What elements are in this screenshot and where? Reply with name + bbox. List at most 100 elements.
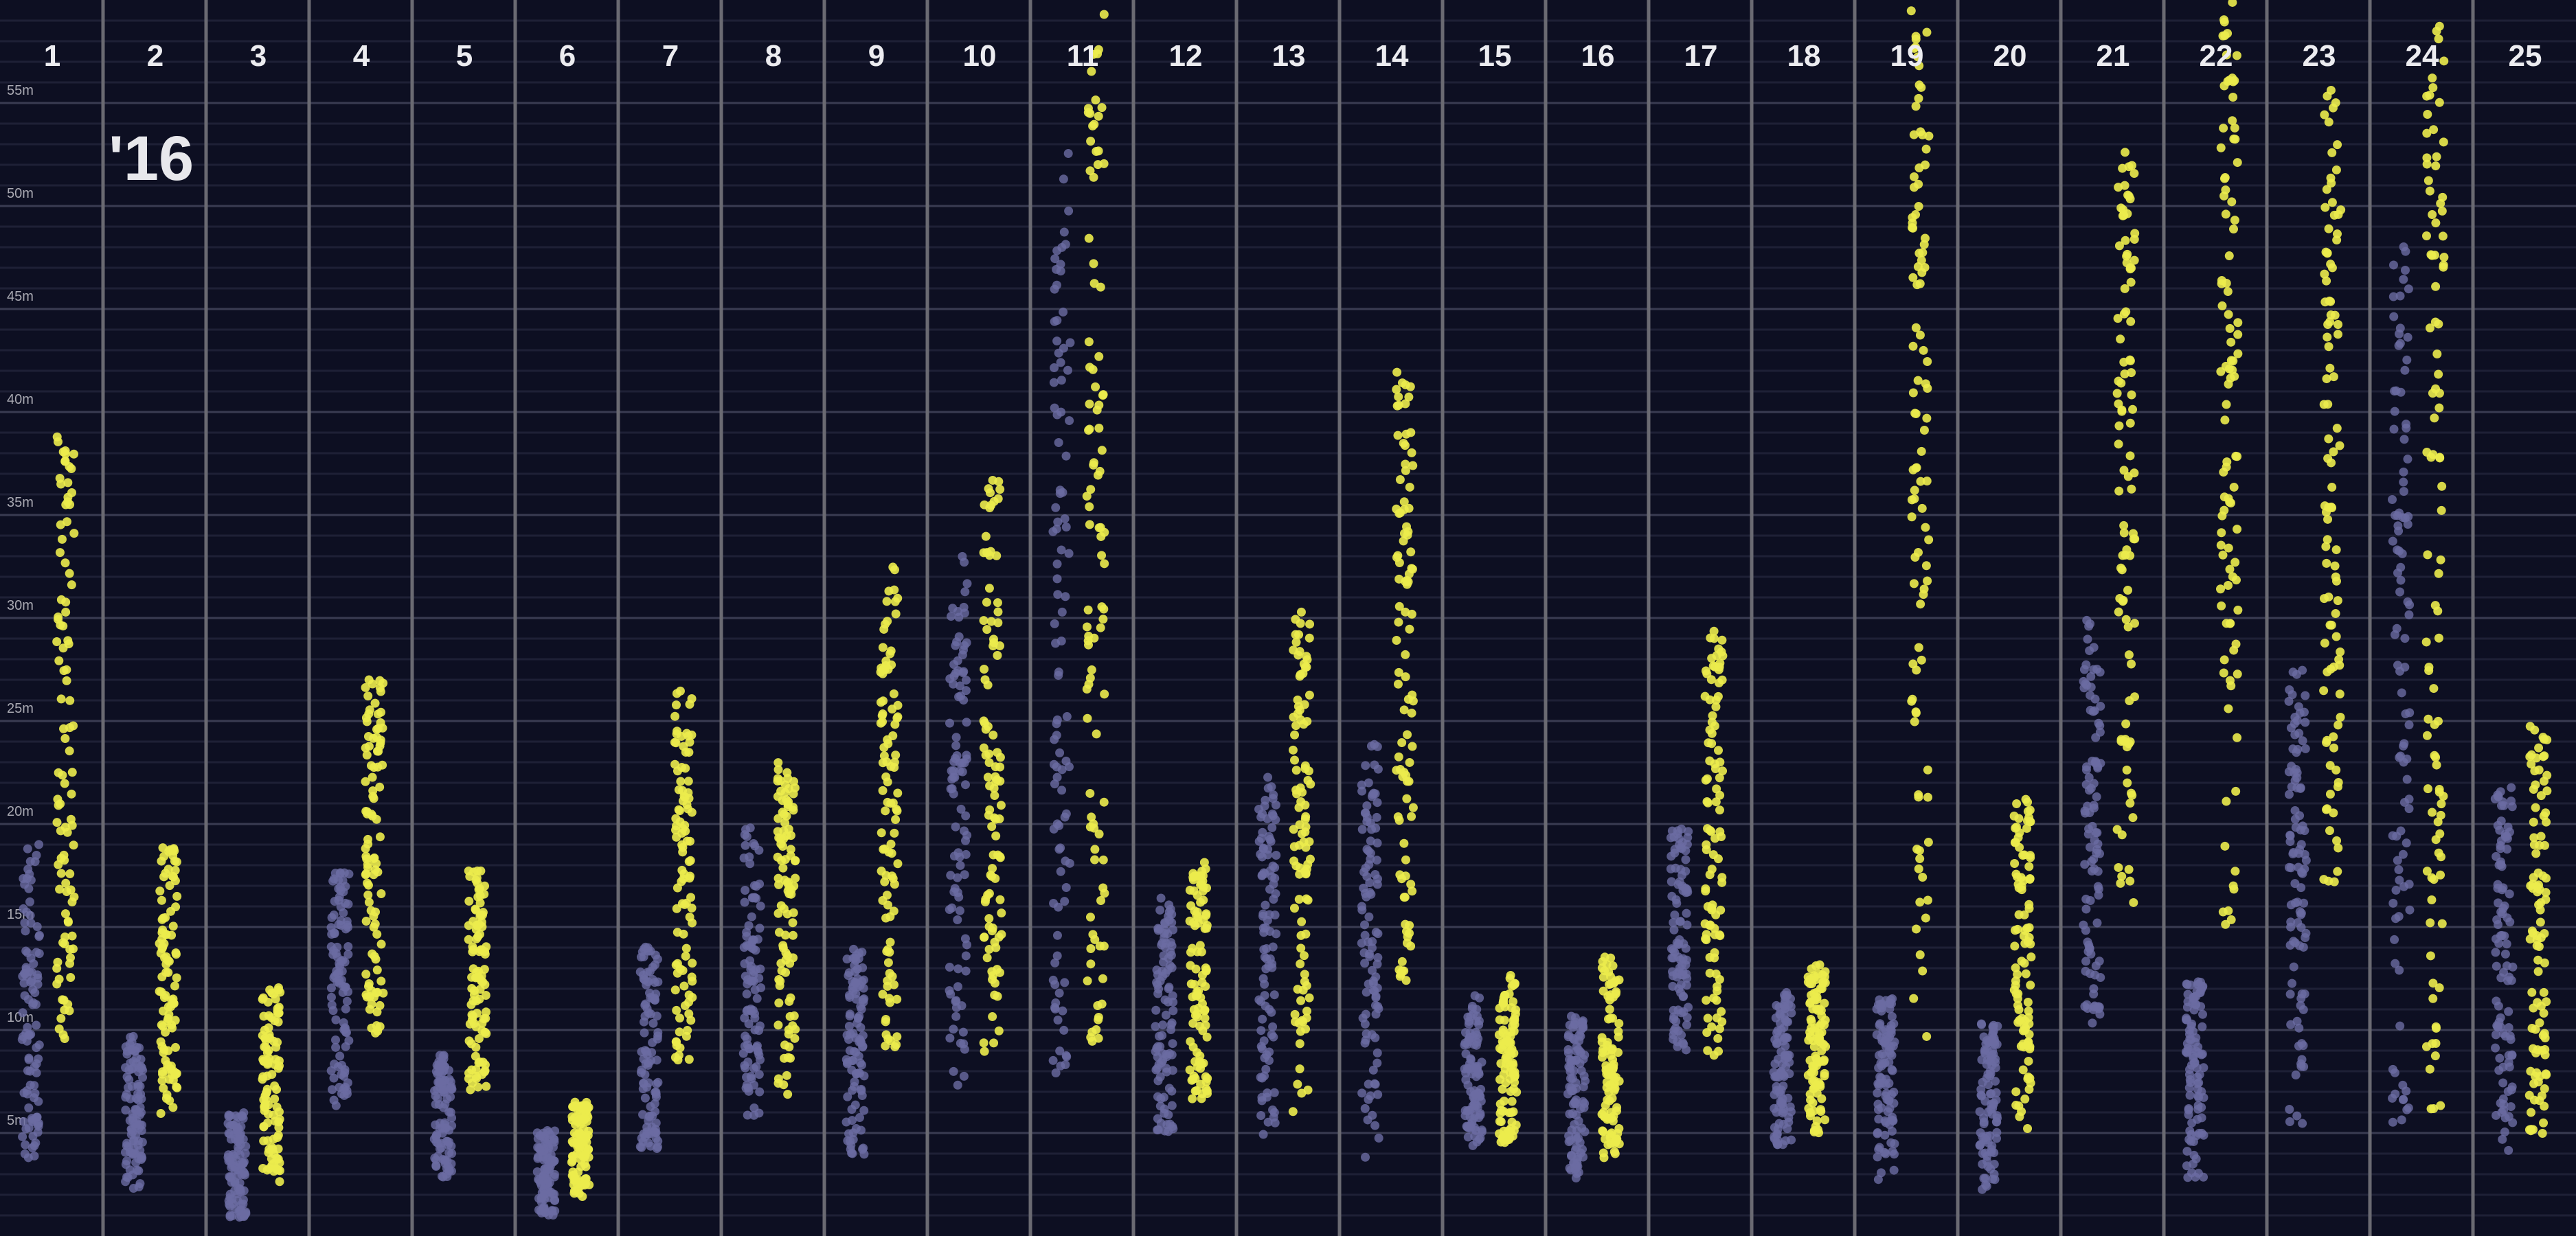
point-part2: [2435, 453, 2445, 462]
point-part1: [1056, 843, 1065, 853]
point-part2: [272, 1154, 282, 1163]
point-part1: [1563, 1048, 1573, 1057]
point-part2: [981, 895, 991, 904]
point-part2: [363, 691, 373, 701]
point-part1: [857, 1005, 866, 1014]
point-part2: [2431, 282, 2441, 291]
point-part1: [1357, 1088, 1367, 1098]
point-part1: [1783, 1093, 1793, 1103]
point-part2: [1608, 1055, 1618, 1064]
point-part2: [779, 826, 789, 836]
point-part1: [2298, 665, 2307, 675]
point-part1: [2095, 667, 2105, 677]
point-part2: [2217, 601, 2226, 610]
point-part1: [1059, 307, 1068, 317]
point-part2: [2428, 1039, 2437, 1049]
point-part1: [121, 1042, 131, 1051]
point-part2: [376, 976, 386, 986]
point-part2: [1914, 249, 1924, 258]
point-part2: [2327, 483, 2337, 492]
point-part2: [2439, 792, 2448, 801]
point-part2: [2114, 376, 2123, 386]
point-part1: [959, 1039, 969, 1049]
point-part2: [163, 1002, 173, 1011]
point-part1: [1571, 1132, 1581, 1141]
point-part2: [2120, 284, 2129, 293]
point-part2: [1083, 104, 1093, 113]
point-part2: [1704, 738, 1713, 748]
point-part1: [2285, 685, 2294, 695]
point-part2: [2325, 620, 2335, 630]
point-part1: [1678, 992, 1688, 1002]
point-part1: [1267, 823, 1277, 832]
point-part1: [533, 1152, 543, 1162]
point-part2: [2428, 450, 2438, 459]
point-part2: [2024, 1056, 2033, 1066]
point-part1: [1373, 1090, 1383, 1099]
point-part1: [1055, 489, 1065, 499]
point-part1: [1050, 363, 1059, 373]
point-part1: [1874, 1081, 1884, 1090]
point-part2: [991, 772, 1000, 781]
point-part2: [1086, 485, 1096, 494]
point-part2: [2114, 241, 2124, 251]
point-part1: [1052, 731, 1061, 740]
point-part2: [361, 851, 371, 861]
point-part2: [1805, 1108, 1815, 1117]
point-part1: [234, 1146, 243, 1156]
point-part1: [2404, 512, 2413, 521]
point-part2: [2321, 542, 2331, 551]
point-part1: [2404, 610, 2414, 619]
point-part2: [1909, 172, 1919, 181]
point-part1: [122, 1072, 132, 1082]
point-part2: [1709, 634, 1719, 643]
point-part2: [2228, 93, 2238, 102]
point-part2: [2123, 622, 2133, 632]
point-part1: [651, 1088, 660, 1097]
point-part2: [1197, 1060, 1206, 1069]
point-part2: [1510, 1077, 1519, 1087]
point-part1: [339, 1025, 349, 1035]
point-part2: [1290, 755, 1300, 765]
point-part1: [2494, 860, 2504, 870]
point-part2: [168, 922, 178, 931]
point-part2: [1300, 663, 1310, 672]
point-part1: [857, 1060, 867, 1070]
point-part2: [1701, 666, 1710, 676]
point-part2: [1295, 869, 1304, 879]
point-part2: [1907, 495, 1917, 505]
point-part2: [2230, 123, 2239, 133]
point-part1: [23, 844, 32, 854]
point-part1: [1890, 1139, 1899, 1149]
point-part2: [892, 994, 902, 1004]
point-part2: [888, 873, 898, 883]
point-part2: [1083, 713, 1092, 723]
point-part2: [2320, 203, 2330, 212]
point-part1: [1056, 260, 1065, 269]
point-part2: [477, 1026, 487, 1035]
point-part1: [1976, 1090, 1986, 1100]
point-part2: [2117, 871, 2127, 881]
point-part2: [1510, 978, 1519, 988]
point-part1: [326, 983, 336, 993]
point-part2: [2223, 287, 2233, 297]
point-part2: [1408, 696, 1418, 706]
point-part2: [993, 992, 1002, 1001]
point-part2: [1405, 482, 1414, 492]
point-part1: [2492, 961, 2501, 971]
point-part1: [1360, 930, 1370, 940]
point-part2: [1702, 845, 1711, 855]
point-part1: [2199, 1172, 2208, 1182]
point-part1: [640, 1093, 650, 1103]
point-part2: [56, 854, 66, 863]
point-part2: [1084, 631, 1094, 641]
point-part1: [648, 974, 657, 984]
point-part2: [984, 914, 994, 924]
point-part2: [2226, 619, 2235, 628]
point-part2: [791, 856, 800, 865]
point-part2: [370, 919, 380, 929]
point-part2: [893, 788, 903, 798]
point-part1: [2191, 992, 2201, 1001]
point-part1: [2284, 790, 2294, 799]
point-part1: [1982, 1060, 1991, 1069]
